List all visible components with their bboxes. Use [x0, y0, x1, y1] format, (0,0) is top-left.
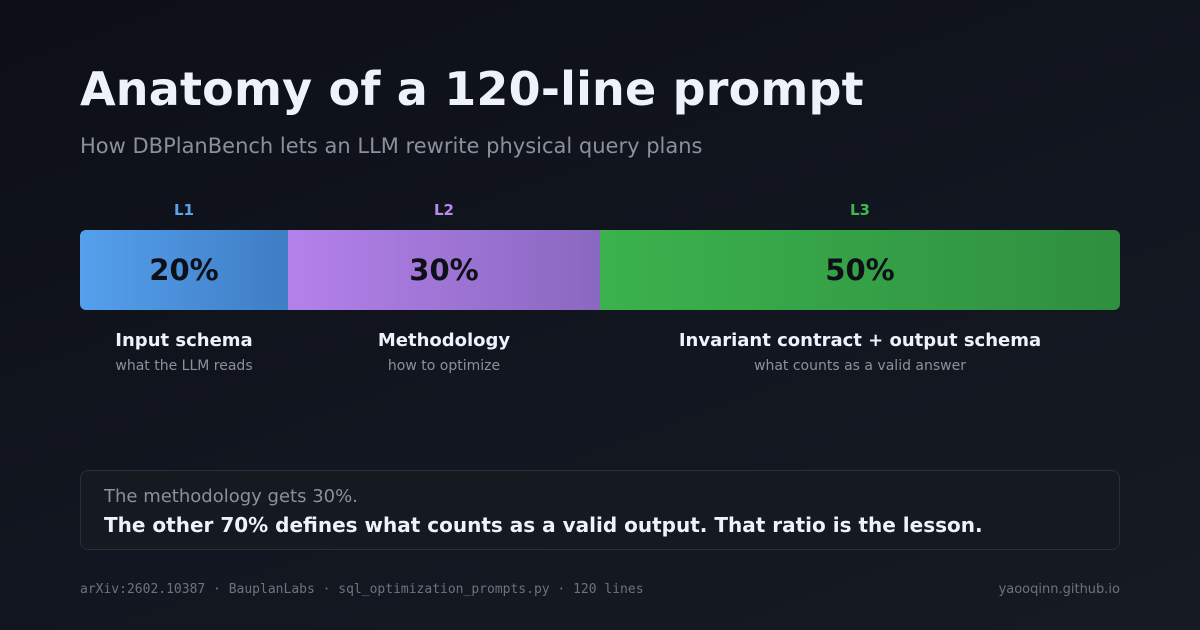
- takeaway-callout: The methodology gets 30%. The other 70% …: [80, 470, 1120, 550]
- segment-input-schema: L1 20% Input schema what the LLM reads: [80, 200, 288, 380]
- segment-bar: 50%: [600, 230, 1120, 310]
- segment-tag: L1: [174, 201, 194, 219]
- prompt-share-bar: L1 20% Input schema what the LLM reads L…: [80, 200, 1120, 380]
- segment-tag: L3: [850, 201, 870, 219]
- callout-lead: The methodology gets 30%.: [104, 486, 358, 507]
- segment-percent: 20%: [149, 253, 219, 287]
- segment-description: what counts as a valid answer: [754, 358, 966, 374]
- footer-source: arXiv:2602.10387 · BauplanLabs · sql_opt…: [80, 582, 644, 597]
- page-title: Anatomy of a 120-line prompt: [80, 62, 864, 116]
- footer-site-link[interactable]: yaooqinn.github.io: [998, 582, 1120, 597]
- segment-percent: 30%: [409, 253, 479, 287]
- segment-description: what the LLM reads: [115, 358, 253, 374]
- segment-bar: 30%: [288, 230, 600, 310]
- segment-description: how to optimize: [387, 358, 501, 374]
- segment-invariant-contract: L3 50% Invariant contract + output schem…: [600, 200, 1120, 380]
- segment-label: Methodology: [377, 330, 511, 351]
- segment-methodology: L2 30% Methodology how to optimize: [288, 200, 600, 380]
- page-subtitle: How DBPlanBench lets an LLM rewrite phys…: [80, 134, 703, 158]
- callout-emphasis: The other 70% defines what counts as a v…: [104, 513, 983, 537]
- segment-tag: L2: [434, 201, 454, 219]
- segment-percent: 50%: [825, 253, 895, 287]
- segment-label: Input schema: [115, 330, 253, 351]
- segment-bar: 20%: [80, 230, 288, 310]
- segment-label: Invariant contract + output schema: [678, 330, 1042, 351]
